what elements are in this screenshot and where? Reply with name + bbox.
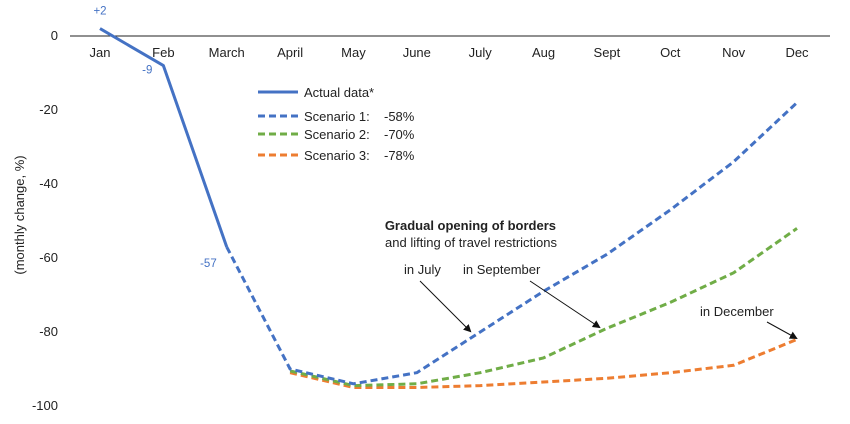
x-tick-label: May: [341, 45, 366, 60]
series-line-actual: [99, 27, 229, 248]
x-tick-label: Dec: [785, 45, 809, 60]
legend-label-scenario-3: Scenario 3:: [304, 148, 370, 163]
y-tick-label: -100: [32, 398, 58, 413]
x-tick-label: Feb: [152, 45, 174, 60]
x-tick-label: July: [469, 45, 493, 60]
legend-label-actual: Actual data*: [304, 85, 374, 100]
arrow-july: [419, 280, 472, 333]
legend-value-scenario-3: -78%: [384, 148, 415, 163]
y-axis-label: (monthly change, %): [12, 155, 27, 274]
series-line-scenario-1: [225, 101, 799, 386]
arrow-december: [766, 321, 798, 339]
x-tick-label: Nov: [722, 45, 746, 60]
annotation-title: Gradual opening of borders: [385, 218, 556, 233]
y-tick-label: -60: [39, 250, 58, 265]
data-label: -57: [200, 258, 217, 270]
data-label: -9: [142, 65, 152, 77]
legend-value-scenario-2: -70%: [384, 127, 415, 142]
x-tick-label: Aug: [532, 45, 555, 60]
annotation-december: in December: [700, 304, 774, 319]
y-tick-label: -20: [39, 102, 58, 117]
annotation-subtitle: and lifting of travel restrictions: [385, 235, 557, 250]
y-tick-label: -40: [39, 176, 58, 191]
series-line-scenario-3: [289, 338, 798, 389]
legend-value-scenario-1: -58%: [384, 109, 415, 124]
y-tick-label: -80: [39, 324, 58, 339]
annotation-july: in July: [404, 262, 441, 277]
x-tick-label: June: [403, 45, 431, 60]
arrow-september: [529, 280, 601, 329]
y-tick-label: 0: [51, 28, 58, 43]
legend-label-scenario-2: Scenario 2:: [304, 127, 370, 142]
series-line-scenario-2: [289, 227, 798, 388]
x-tick-label: Sept: [594, 45, 621, 60]
annotations: Gradual opening of borders and lifting o…: [385, 218, 798, 339]
x-tick-label: Jan: [90, 45, 111, 60]
data-label: +2: [93, 6, 106, 18]
x-tick-label: April: [277, 45, 303, 60]
legend-label-scenario-1: Scenario 1:: [304, 109, 370, 124]
legend: Actual data* Scenario 1: -58% Scenario 2…: [258, 85, 415, 163]
x-tick-label: Oct: [660, 45, 681, 60]
annotation-september: in September: [463, 262, 541, 277]
x-tick-label: March: [209, 45, 245, 60]
